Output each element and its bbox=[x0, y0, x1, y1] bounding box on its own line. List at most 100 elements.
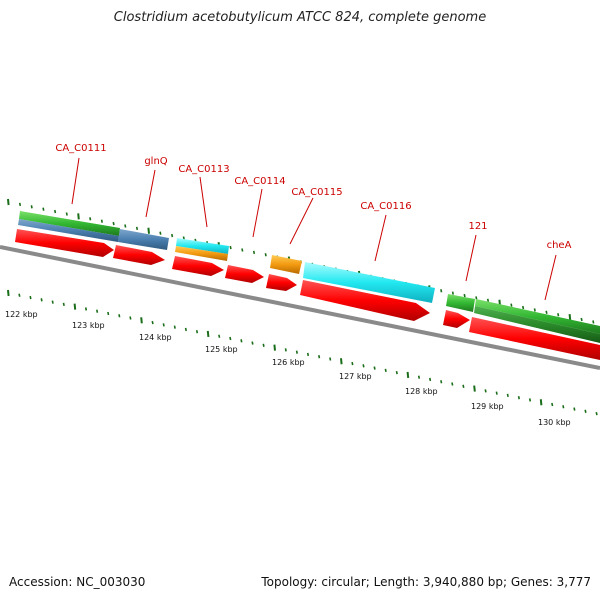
tick-mark bbox=[573, 407, 576, 411]
tick-mark bbox=[551, 402, 554, 407]
tick-mark bbox=[229, 245, 232, 250]
map-title: Clostridium acetobutylicum ATCC 824, com… bbox=[113, 10, 487, 25]
axis-tick-label: 125 kbp bbox=[205, 345, 238, 354]
axis-tick-label: 130 kbp bbox=[538, 418, 571, 427]
tick-mark bbox=[295, 350, 298, 354]
tick-mark bbox=[171, 233, 174, 238]
tick-mark bbox=[206, 330, 210, 338]
gene-label[interactable]: CA_C0111 bbox=[55, 143, 106, 154]
tick-mark bbox=[429, 377, 432, 382]
tick-mark bbox=[40, 298, 43, 302]
tick-mark bbox=[62, 302, 65, 307]
tick-mark bbox=[30, 205, 33, 209]
gene-label[interactable]: 121 bbox=[468, 221, 487, 232]
tick-mark bbox=[241, 248, 244, 252]
axis-tick-label: 128 kbp bbox=[405, 387, 438, 396]
gene-label[interactable]: cheA bbox=[547, 240, 572, 251]
axis-tick-label: 126 kbp bbox=[272, 358, 305, 367]
tick-mark bbox=[18, 293, 21, 297]
tick-mark bbox=[484, 389, 487, 393]
cds-arrow[interactable] bbox=[172, 256, 224, 276]
tick-mark bbox=[451, 382, 454, 386]
tick-mark bbox=[284, 348, 287, 352]
tick-mark bbox=[580, 317, 583, 322]
gene-feature-bar[interactable] bbox=[176, 238, 229, 254]
tick-mark bbox=[273, 344, 276, 351]
tick-mark bbox=[562, 405, 565, 409]
tick-mark bbox=[522, 305, 525, 310]
feature-track bbox=[18, 211, 600, 343]
tick-mark bbox=[517, 396, 520, 400]
tick-mark bbox=[18, 202, 22, 207]
axis-tick-label: 122 kbp bbox=[5, 310, 38, 319]
tick-mark bbox=[129, 316, 132, 320]
axis-tick-ring bbox=[7, 289, 598, 416]
cds-arrow[interactable] bbox=[225, 265, 264, 283]
tick-mark bbox=[96, 309, 99, 313]
cds-arrow[interactable] bbox=[15, 229, 114, 257]
gene-feature-bar[interactable] bbox=[18, 219, 119, 242]
tick-mark bbox=[100, 219, 103, 223]
gene-labels: CA_C0111 glnQ CA_C0113 CA_C0114 CA_C0115… bbox=[55, 143, 571, 251]
tick-mark bbox=[218, 334, 221, 338]
tick-mark bbox=[306, 352, 310, 357]
tick-mark bbox=[51, 300, 54, 304]
genome-summary-text: Topology: circular; Length: 3,940,880 bp… bbox=[261, 575, 591, 589]
tick-mark bbox=[65, 212, 68, 216]
gene-label[interactable]: CA_C0116 bbox=[360, 201, 411, 212]
tick-mark bbox=[495, 391, 498, 395]
tick-mark bbox=[568, 314, 572, 321]
tick-mark bbox=[135, 226, 139, 231]
tick-mark bbox=[557, 313, 560, 317]
cds-arrow[interactable] bbox=[266, 274, 297, 291]
tick-mark bbox=[473, 385, 476, 392]
tick-mark bbox=[440, 289, 443, 293]
cds-arrow[interactable] bbox=[443, 310, 470, 328]
tick-mark bbox=[107, 311, 110, 316]
tick-mark bbox=[318, 355, 321, 359]
cds-arrow[interactable] bbox=[113, 245, 165, 265]
tick-mark bbox=[240, 339, 243, 343]
gene-feature-bar[interactable] bbox=[475, 299, 600, 334]
tick-mark bbox=[73, 303, 77, 310]
gene-label[interactable]: CA_C0115 bbox=[291, 187, 342, 198]
tick-mark bbox=[124, 224, 127, 228]
gene-label[interactable]: CA_C0114 bbox=[234, 176, 285, 187]
gene-feature-bar[interactable] bbox=[303, 262, 435, 303]
tick-mark bbox=[184, 327, 187, 332]
tick-mark bbox=[395, 370, 398, 375]
tick-mark bbox=[151, 320, 154, 325]
tick-mark bbox=[159, 231, 162, 235]
tick-mark bbox=[229, 336, 232, 341]
tick-mark bbox=[262, 343, 265, 347]
tick-mark bbox=[463, 293, 466, 298]
tick-mark bbox=[362, 364, 365, 368]
cds-arrow[interactable] bbox=[469, 317, 600, 360]
gene-feature-bar[interactable] bbox=[270, 255, 302, 274]
tick-mark bbox=[384, 368, 387, 373]
gene-feature-bar[interactable] bbox=[175, 246, 228, 261]
tick-mark bbox=[251, 341, 254, 345]
tick-mark bbox=[140, 317, 143, 324]
tick-mark bbox=[506, 393, 509, 398]
gene-feature-bar[interactable] bbox=[118, 229, 169, 250]
tick-mark bbox=[77, 213, 80, 220]
gene-feature-bar[interactable] bbox=[474, 306, 600, 343]
tick-mark bbox=[42, 207, 45, 211]
tick-mark bbox=[112, 221, 115, 226]
gene-label[interactable]: glnQ bbox=[144, 156, 167, 167]
gene-feature-bar[interactable] bbox=[19, 211, 120, 236]
tick-mark bbox=[528, 398, 532, 402]
gene-feature-bar[interactable] bbox=[446, 294, 475, 312]
gene-label[interactable]: CA_C0113 bbox=[178, 164, 229, 175]
tick-mark bbox=[340, 358, 343, 365]
label-callouts bbox=[71, 157, 557, 301]
tick-mark bbox=[595, 411, 598, 416]
tick-mark bbox=[84, 307, 88, 311]
tick-mark bbox=[252, 250, 256, 255]
tick-mark bbox=[7, 198, 10, 206]
tick-mark bbox=[545, 310, 548, 314]
tick-mark bbox=[451, 291, 454, 295]
cds-arrow[interactable] bbox=[300, 280, 430, 321]
axis-tick-label: 123 kbp bbox=[72, 321, 105, 330]
